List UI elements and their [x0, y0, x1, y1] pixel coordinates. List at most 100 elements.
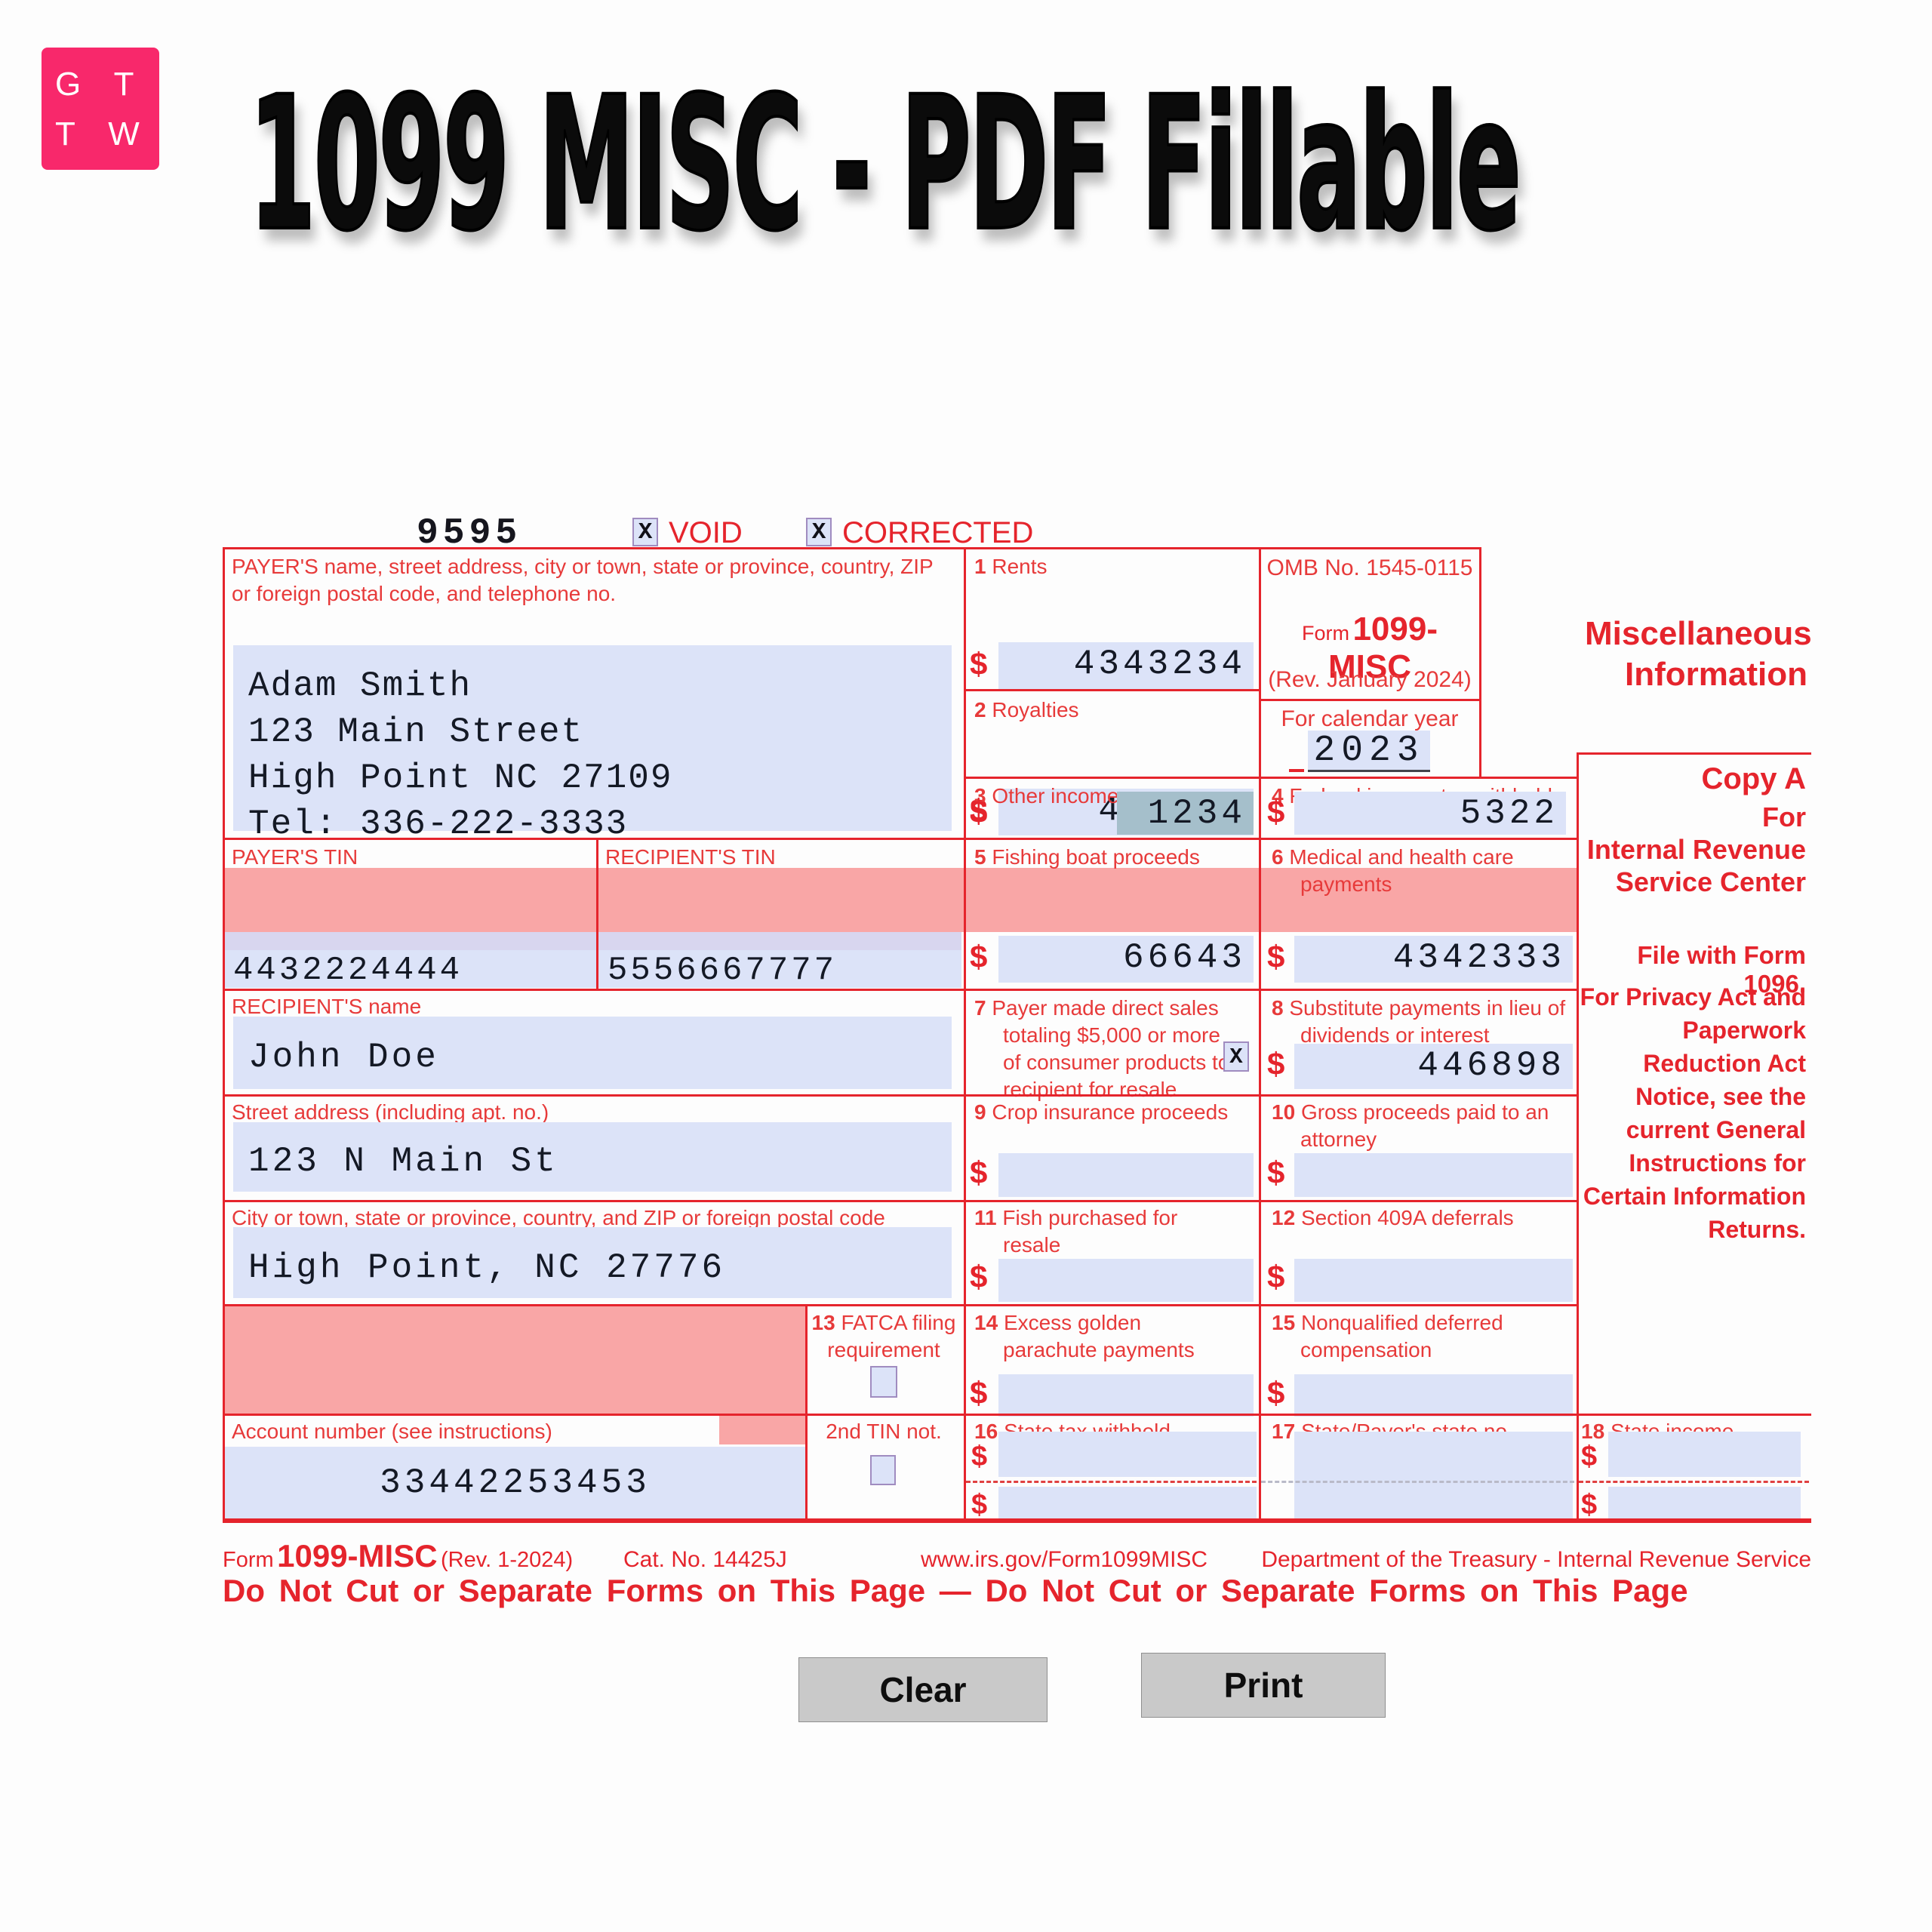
corrected-label: CORRECTED [842, 516, 1034, 549]
divider [1479, 547, 1481, 777]
box18-state-income-field-1[interactable] [1608, 1432, 1801, 1477]
payer-phone-line: Tel: 336-222-3333 [248, 804, 629, 844]
box10-attorney-field[interactable] [1294, 1153, 1573, 1197]
box5-fishing-field[interactable]: 66643 [998, 936, 1254, 983]
city-field[interactable]: High Point, NC 27776 [233, 1227, 952, 1298]
dollar-sign: $ [970, 646, 988, 681]
divider [1577, 752, 1579, 1519]
divider [223, 547, 225, 1521]
copy-a-label: Copy A [1701, 762, 1806, 795]
dollar-sign: $ [1267, 1375, 1285, 1411]
void-checkbox[interactable]: X [632, 518, 658, 546]
box12-409a-field[interactable] [1294, 1259, 1573, 1302]
recipient-tin-field[interactable]: 5556667777 [608, 952, 838, 989]
recipient-tin-label: RECIPIENT'S TIN [605, 845, 776, 869]
second-tin-label: 2nd TIN not. [826, 1420, 942, 1443]
box11-fish-field[interactable] [998, 1259, 1254, 1302]
divider [964, 689, 1259, 691]
box9-crop-field[interactable] [998, 1153, 1254, 1197]
clear-button[interactable]: Clear [798, 1657, 1048, 1722]
divider [964, 547, 966, 1519]
dollar-sign: $ [970, 792, 988, 828]
box15-label: 15 Nonqualified deferred compensation [1272, 1311, 1503, 1361]
divider [223, 989, 1577, 991]
footer-form-id: Form 1099-MISC (Rev. 1-2024) [223, 1538, 574, 1574]
dollar-sign: $ [971, 1441, 988, 1472]
tin-row-pink-band [225, 868, 1577, 932]
recipient-name-label: RECIPIENT'S name [232, 995, 422, 1018]
box4-federal-tax-field[interactable]: 5322 [1294, 792, 1566, 835]
box17-state-number-field[interactable] [1294, 1432, 1573, 1518]
box10-label: 10 Gross proceeds paid to an attorney [1272, 1100, 1549, 1151]
account-number-label: Account number (see instructions) [232, 1420, 552, 1443]
box3-label: 3 Other income [974, 784, 1119, 808]
omb-revision: (Rev. January 2024) [1268, 667, 1472, 692]
divider [805, 1304, 808, 1519]
payer-info-field[interactable]: Adam Smith 123 Main Street High Point NC… [233, 645, 952, 844]
recipient-name-field[interactable]: John Doe [233, 1017, 952, 1089]
form-1099-grid: PAYER'S name, street address, city or to… [223, 547, 1812, 1523]
box3-other-income-field[interactable]: 1234 [1117, 792, 1254, 835]
dollar-sign: $ [1267, 1046, 1285, 1081]
box12-label: 12 Section 409A deferrals [1272, 1206, 1514, 1229]
calendar-underscore [1289, 769, 1304, 772]
dashed-divider [1261, 1481, 1574, 1483]
street-field[interactable]: 123 N Main St [233, 1122, 952, 1192]
payer-city-line: High Point NC 27109 [248, 758, 673, 798]
dollar-sign: $ [1267, 1259, 1285, 1294]
box16-state-tax-field-2[interactable] [998, 1487, 1257, 1518]
box15-deferred-field[interactable] [1294, 1374, 1573, 1417]
logo-line-1: G T [55, 66, 146, 103]
divider [223, 838, 1577, 840]
dollar-sign: $ [970, 1155, 988, 1190]
account-number-field[interactable]: 33442253453 [225, 1447, 805, 1518]
divider [223, 1414, 1811, 1416]
divider [223, 1094, 1577, 1097]
form-name-line: Form 1099-MISC [1302, 611, 1438, 685]
divider [223, 1304, 1577, 1306]
second-tin-checkbox[interactable] [870, 1455, 896, 1485]
omb-number: OMB No. 1545-0115 [1266, 555, 1473, 580]
blank-pink-box [225, 1306, 805, 1414]
divider [223, 547, 1479, 549]
footer-url: www.irs.gov/Form1099MISC [921, 1547, 1208, 1572]
page-title: 1099 MISC - PDF Fillable [248, 56, 1522, 272]
box13-label: 13 FATCA filing requirement [811, 1311, 956, 1361]
box14-parachute-field[interactable] [998, 1374, 1254, 1417]
box11-label: 11 Fish purchased for resale [974, 1206, 1178, 1257]
payer-label: PAYER'S name, street address, city or to… [232, 555, 934, 605]
dashed-divider [1579, 1481, 1809, 1483]
box16-state-tax-field-1[interactable] [998, 1432, 1257, 1477]
dollar-sign: $ [970, 1259, 988, 1294]
form-title-right: Miscellaneous Information [1585, 615, 1812, 693]
dollar-sign: $ [970, 1375, 988, 1411]
box1-rents-field[interactable]: 4343234 [998, 642, 1254, 689]
box13-fatca-checkbox[interactable] [870, 1366, 897, 1398]
box7-direct-sales-checkbox[interactable]: X [1223, 1041, 1249, 1072]
dollar-sign: $ [1267, 794, 1285, 829]
divider [1577, 752, 1811, 755]
account-pink-patch [719, 1416, 805, 1444]
corrected-checkbox[interactable]: X [806, 518, 832, 546]
payer-tin-field[interactable]: 4432224444 [233, 952, 463, 989]
box6-medical-field[interactable]: 4342333 [1294, 936, 1573, 983]
file-with-note: File with Form 1096. [1637, 941, 1806, 998]
divider [1259, 699, 1479, 701]
tin-values-band [225, 950, 961, 988]
calendar-year-field[interactable]: 2023 [1308, 731, 1430, 772]
street-label: Street address (including apt. no.) [232, 1100, 549, 1124]
box5-label: 5 Fishing boat proceeds [974, 845, 1200, 869]
dollar-sign: $ [1267, 939, 1285, 974]
box1-label: 1 Rents [974, 555, 1048, 578]
box8-substitute-field[interactable]: 446898 [1294, 1044, 1573, 1089]
box6-label: 6 Medical and health care payments [1272, 845, 1514, 896]
divider [1259, 547, 1261, 1519]
box18-state-income-field-2[interactable] [1608, 1487, 1801, 1518]
box14-label: 14 Excess golden parachute payments [974, 1311, 1195, 1361]
print-button[interactable]: Print [1141, 1653, 1386, 1718]
dashed-divider [966, 1481, 1257, 1483]
payer-street-line: 123 Main Street [248, 712, 584, 752]
privacy-act-note: For Privacy Act and Paperwork Reduction … [1580, 983, 1806, 1243]
copy-a-for: For [1762, 801, 1806, 832]
